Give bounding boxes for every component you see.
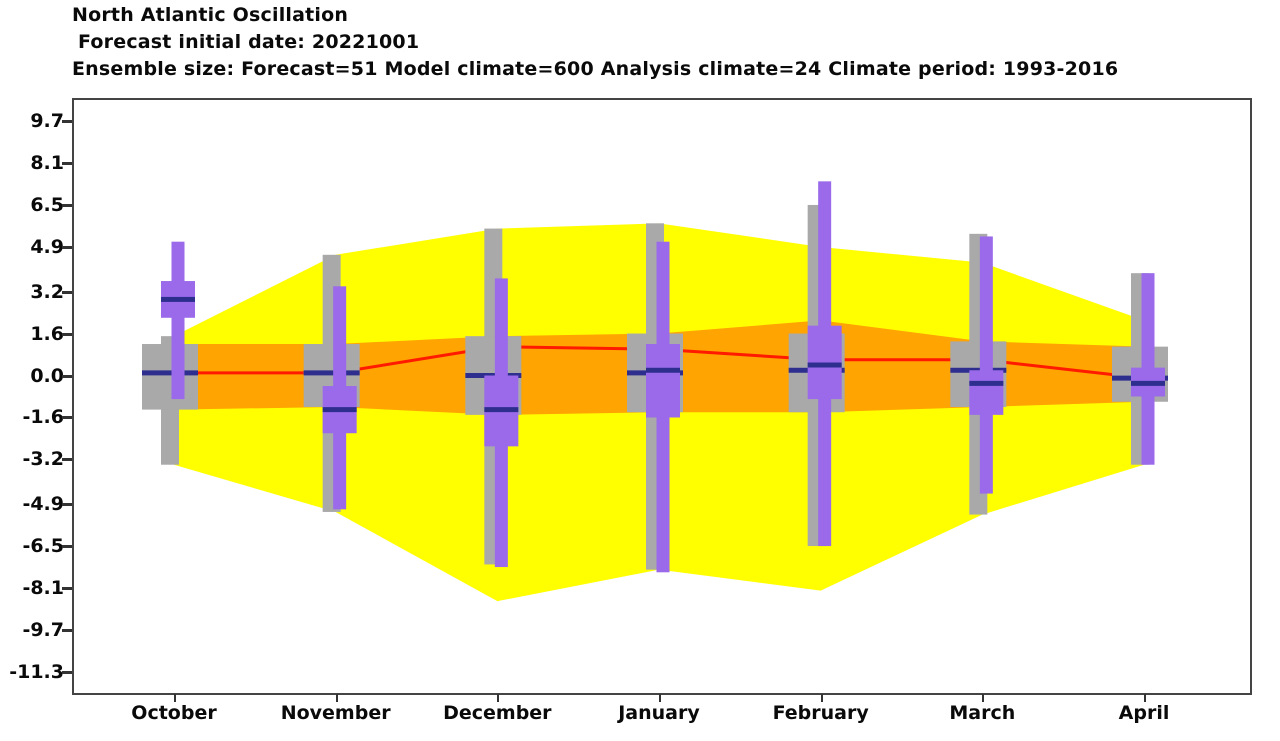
chart-title: North Atlantic Oscillation bbox=[72, 4, 349, 26]
y-tick-mark bbox=[62, 671, 74, 674]
forecast-box-3-median bbox=[646, 367, 680, 373]
plot-area bbox=[72, 98, 1252, 695]
x-tick-mark bbox=[820, 694, 823, 702]
plot-svg bbox=[142, 181, 1168, 602]
forecast-box-5-median bbox=[969, 380, 1004, 386]
y-tick-mark bbox=[62, 629, 74, 633]
x-tick-mark bbox=[1144, 694, 1146, 702]
forecast-box-5-whisker bbox=[979, 236, 993, 494]
forecast-box-4-median bbox=[807, 362, 842, 368]
y-tick-mark bbox=[62, 332, 74, 336]
y-tick-label: 6.5 bbox=[30, 193, 64, 216]
y-tick-mark bbox=[62, 245, 74, 249]
forecast-box-0-median bbox=[161, 296, 195, 302]
forecast-box-1-median bbox=[322, 407, 357, 413]
y-tick-mark bbox=[62, 374, 74, 378]
y-tick-label: 0.0 bbox=[30, 364, 64, 387]
x-tick-mark bbox=[497, 694, 500, 702]
y-tick-mark bbox=[62, 416, 74, 420]
y-axis: 9.7 8.1 6.5 4.9 3.2 1.6 0.0 -1.6 -3.2 -4.9 -6.5 -8.… bbox=[0, 98, 74, 695]
y-tick-mark bbox=[62, 161, 74, 165]
x-tick-label-march: March bbox=[949, 702, 1016, 724]
x-tick-mark bbox=[174, 694, 176, 702]
y-tick-mark bbox=[62, 458, 74, 462]
climate-box-0-box bbox=[142, 344, 198, 410]
forecast-box-5-box bbox=[969, 370, 1004, 415]
x-axis: October November December January February Ma… bbox=[72, 694, 1252, 740]
y-tick-label: 1.6 bbox=[30, 322, 64, 345]
y-tick-label: -8.1 bbox=[22, 577, 64, 600]
chart-ensemble-info: Ensemble size: Forecast=51 Model climate… bbox=[72, 58, 1119, 80]
y-tick-label: -6.5 bbox=[22, 535, 64, 558]
x-tick-label-february: February bbox=[772, 702, 869, 724]
y-tick-label: 8.1 bbox=[30, 151, 64, 174]
forecast-box-6-median bbox=[1131, 380, 1165, 386]
y-tick-label: -3.2 bbox=[22, 448, 64, 471]
x-tick-label-january: January bbox=[618, 702, 700, 724]
climate-box-0-median bbox=[142, 370, 198, 376]
y-tick-mark bbox=[62, 545, 74, 549]
x-tick-mark bbox=[982, 694, 985, 702]
x-tick-mark bbox=[335, 694, 338, 702]
x-tick-mark bbox=[659, 694, 661, 702]
y-tick-label: -4.9 bbox=[22, 493, 64, 516]
forecast-box-4-box bbox=[807, 325, 842, 400]
forecast-box-2-median bbox=[484, 407, 519, 413]
y-tick-label: 3.2 bbox=[30, 280, 64, 303]
chart-subtitle: Forecast initial date: 20221001 bbox=[78, 31, 420, 53]
y-tick-label: 9.7 bbox=[30, 109, 64, 132]
y-tick-mark bbox=[62, 203, 74, 207]
x-tick-label-october: October bbox=[131, 702, 217, 724]
y-tick-mark bbox=[62, 119, 74, 123]
climate-box-1-median bbox=[303, 370, 360, 376]
y-tick-mark bbox=[62, 503, 74, 507]
x-tick-label-april: April bbox=[1118, 702, 1170, 724]
y-tick-label: 4.9 bbox=[30, 235, 64, 258]
y-tick-label: -11.3 bbox=[9, 661, 64, 683]
y-tick-label: -1.6 bbox=[22, 406, 64, 429]
y-tick-mark bbox=[62, 587, 74, 591]
forecast-box-3-box bbox=[646, 344, 680, 418]
y-tick-mark bbox=[62, 290, 74, 294]
x-tick-label-november: November bbox=[280, 702, 391, 724]
forecast-box-0-whisker bbox=[171, 241, 185, 400]
y-tick-label: -9.7 bbox=[22, 619, 64, 642]
x-tick-label-december: December bbox=[443, 702, 552, 724]
